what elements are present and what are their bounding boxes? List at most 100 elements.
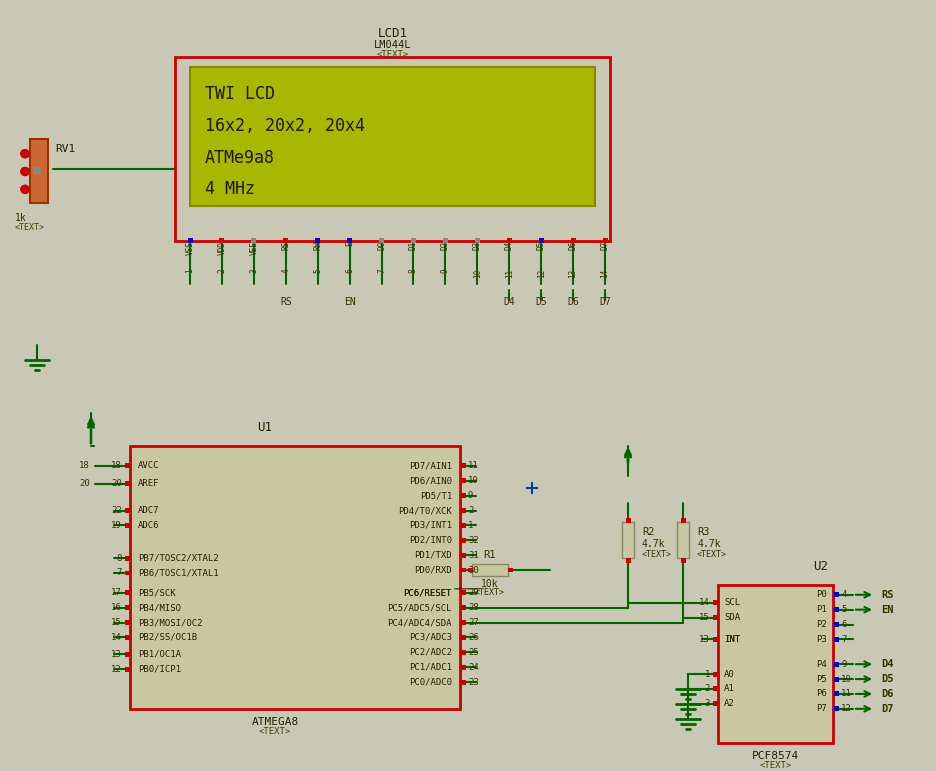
Text: ATMe9a8: ATMe9a8 (205, 149, 275, 167)
Text: 15: 15 (699, 613, 710, 622)
Bar (124, 481, 129, 487)
Text: D7: D7 (599, 298, 611, 308)
Text: 13: 13 (699, 635, 710, 644)
Bar (347, 238, 352, 244)
Bar (506, 238, 512, 244)
Bar (461, 478, 465, 483)
Bar (461, 567, 465, 573)
Text: P3: P3 (816, 635, 827, 644)
Text: 18: 18 (111, 461, 122, 470)
Text: P2: P2 (816, 620, 827, 629)
Bar (680, 557, 685, 563)
Text: PB0/ICP1: PB0/ICP1 (138, 665, 181, 674)
Text: PD7/AIN1: PD7/AIN1 (409, 461, 452, 470)
Bar (718, 585, 833, 743)
Bar (833, 677, 839, 682)
Text: D4: D4 (505, 241, 514, 250)
Text: 1: 1 (185, 268, 195, 273)
Text: 5: 5 (314, 268, 322, 273)
Text: 2: 2 (468, 506, 474, 515)
Text: 11: 11 (505, 268, 514, 278)
Bar (833, 692, 839, 696)
Text: 11: 11 (468, 461, 478, 470)
Bar (124, 635, 129, 640)
Bar (461, 538, 465, 543)
Text: 13: 13 (111, 650, 122, 658)
Text: PCF8574: PCF8574 (752, 752, 799, 762)
Text: 16x2, 20x2, 20x4: 16x2, 20x2, 20x4 (205, 117, 365, 135)
Text: ATMEGA8: ATMEGA8 (252, 717, 299, 727)
Text: PD4/T0/XCK: PD4/T0/XCK (398, 506, 452, 515)
Bar (124, 651, 129, 657)
Text: 16: 16 (111, 603, 122, 612)
Bar (467, 567, 473, 573)
Bar (680, 518, 685, 523)
Bar (472, 564, 508, 576)
Text: RV1: RV1 (55, 143, 75, 153)
Bar (833, 592, 839, 598)
Bar (124, 556, 129, 561)
Text: 7: 7 (117, 568, 122, 577)
Text: 20: 20 (111, 480, 122, 488)
Text: EN: EN (881, 604, 894, 614)
Bar (461, 635, 465, 640)
Circle shape (21, 150, 29, 157)
Text: A2: A2 (724, 699, 735, 709)
Bar (833, 608, 839, 612)
Text: ADC7: ADC7 (138, 506, 159, 515)
Text: 9: 9 (441, 268, 450, 273)
Text: PD0/RXD: PD0/RXD (415, 565, 452, 574)
Text: D3: D3 (473, 241, 482, 250)
Text: 8: 8 (409, 268, 418, 273)
Bar (411, 238, 416, 244)
Text: ADC6: ADC6 (138, 521, 159, 530)
Text: 7: 7 (841, 635, 846, 644)
Text: INT: INT (724, 635, 740, 644)
Text: 12: 12 (841, 704, 852, 713)
Bar (625, 557, 631, 563)
Text: P5: P5 (816, 675, 827, 684)
Text: SCL: SCL (724, 598, 740, 608)
Text: 28: 28 (468, 603, 478, 612)
Text: U2: U2 (813, 560, 828, 573)
Bar (461, 591, 465, 595)
Text: 22: 22 (111, 506, 122, 515)
Text: 29: 29 (468, 588, 478, 598)
Text: 4: 4 (282, 268, 290, 273)
Text: D0: D0 (377, 241, 386, 250)
Text: D7: D7 (881, 704, 894, 714)
Bar (124, 620, 129, 625)
Text: 15: 15 (111, 618, 122, 627)
Text: 7: 7 (377, 268, 386, 273)
Text: 10k: 10k (481, 579, 499, 589)
Text: D6: D6 (881, 689, 894, 699)
Text: 24: 24 (468, 662, 478, 672)
Text: AVCC: AVCC (138, 461, 159, 470)
Text: PB1/OC1A: PB1/OC1A (138, 650, 181, 658)
Text: <TEXT>: <TEXT> (697, 550, 727, 559)
Bar (124, 605, 129, 610)
Bar (833, 706, 839, 712)
Text: PC2/ADC2: PC2/ADC2 (409, 648, 452, 657)
Bar (461, 463, 465, 469)
Text: A1: A1 (724, 685, 735, 693)
Bar (461, 523, 465, 528)
Bar (622, 523, 634, 558)
Text: P6: P6 (816, 689, 827, 699)
Circle shape (21, 185, 29, 194)
Bar (712, 672, 718, 677)
Text: 6: 6 (345, 268, 354, 273)
Text: <TEXT>: <TEXT> (475, 588, 505, 597)
Text: D2: D2 (441, 241, 450, 250)
Text: 9: 9 (468, 491, 474, 500)
Bar (124, 667, 129, 672)
Text: PC3/ADC3: PC3/ADC3 (409, 633, 452, 642)
Text: VSS: VSS (185, 241, 195, 254)
Text: RW: RW (314, 241, 322, 250)
Text: 11: 11 (841, 689, 852, 699)
Text: D5: D5 (881, 674, 894, 684)
Bar (124, 591, 129, 595)
Text: PD6/AIN0: PD6/AIN0 (409, 476, 452, 485)
Text: D5: D5 (535, 298, 547, 308)
Text: LM044L: LM044L (373, 39, 411, 49)
